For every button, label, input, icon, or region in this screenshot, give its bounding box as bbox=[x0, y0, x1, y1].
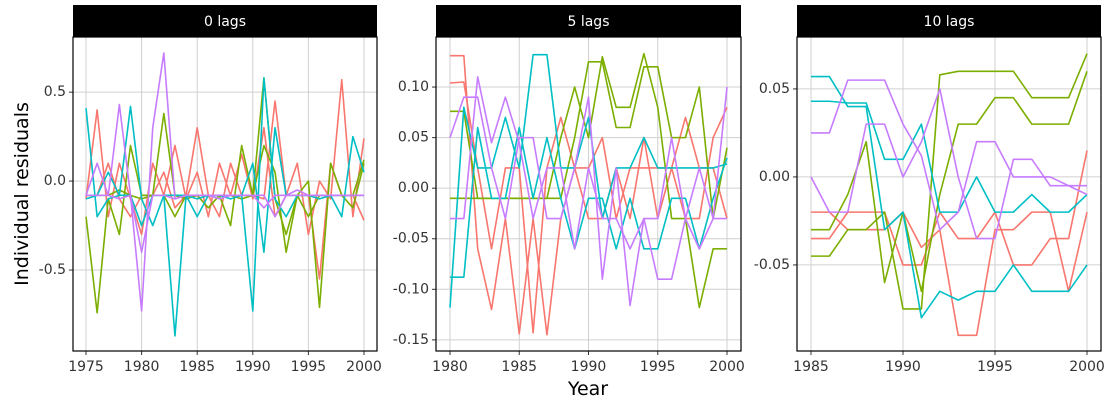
x-tick-label: 1995 bbox=[640, 359, 676, 375]
x-tick-label: 2000 bbox=[709, 359, 745, 375]
series-line bbox=[810, 88, 1088, 240]
y-tick-label: 0.0 bbox=[44, 173, 66, 189]
panel-border bbox=[435, 36, 742, 352]
series-line bbox=[449, 53, 728, 308]
y-tick-label: -0.15 bbox=[393, 332, 429, 348]
panel-border bbox=[796, 36, 1102, 352]
strip-title: 5 lags bbox=[567, 14, 609, 30]
x-tick-label: 1975 bbox=[68, 359, 104, 375]
series-line bbox=[449, 86, 728, 307]
x-tick-label: 1985 bbox=[501, 359, 537, 375]
y-tick-label: 0.5 bbox=[44, 84, 66, 100]
x-tick-label: 1995 bbox=[291, 359, 327, 375]
y-tick-label: -0.10 bbox=[393, 281, 429, 297]
series-line bbox=[85, 162, 364, 254]
y-tick-label: 0.05 bbox=[398, 130, 429, 146]
series-line bbox=[810, 211, 1088, 337]
strip bbox=[73, 5, 377, 37]
y-tick-label: -0.5 bbox=[39, 262, 66, 278]
series-line bbox=[810, 53, 1088, 310]
y-axis-title: Individual residuals bbox=[11, 102, 33, 286]
strip bbox=[797, 5, 1101, 37]
x-tick-label: 1990 bbox=[885, 359, 921, 375]
x-tick-label: 2000 bbox=[346, 359, 382, 375]
series-line bbox=[449, 126, 728, 278]
x-tick-label: 1990 bbox=[235, 359, 271, 375]
strip-title: 0 lags bbox=[204, 14, 246, 30]
x-tick-label: 1995 bbox=[977, 359, 1013, 375]
x-tick-label: 1980 bbox=[124, 359, 160, 375]
y-tick-label: 0.00 bbox=[398, 180, 429, 196]
y-tick-label: 0.10 bbox=[398, 79, 429, 95]
series-line bbox=[85, 77, 365, 314]
y-tick-label: 0.00 bbox=[759, 169, 790, 185]
series-line bbox=[449, 76, 728, 280]
x-axis-title: Year bbox=[567, 378, 608, 400]
x-tick-label: 1985 bbox=[793, 359, 829, 375]
y-tick-label: -0.05 bbox=[393, 231, 429, 247]
x-tick-label: 2000 bbox=[1069, 359, 1105, 375]
x-tick-label: 1985 bbox=[179, 359, 215, 375]
strip bbox=[436, 5, 741, 37]
series-line bbox=[810, 150, 1088, 266]
series-line bbox=[810, 71, 1088, 293]
series-line bbox=[85, 77, 365, 337]
series-line bbox=[449, 54, 728, 336]
x-tick-label: 1980 bbox=[432, 359, 468, 375]
y-tick-label: -0.05 bbox=[754, 257, 790, 273]
x-tick-label: 1990 bbox=[571, 359, 607, 375]
y-tick-label: 0.05 bbox=[759, 81, 790, 97]
series-line bbox=[810, 79, 1088, 231]
series-line bbox=[810, 75, 1088, 319]
strip-title: 10 lags bbox=[924, 14, 975, 30]
series-line bbox=[810, 100, 1088, 213]
panel-border bbox=[72, 36, 378, 352]
